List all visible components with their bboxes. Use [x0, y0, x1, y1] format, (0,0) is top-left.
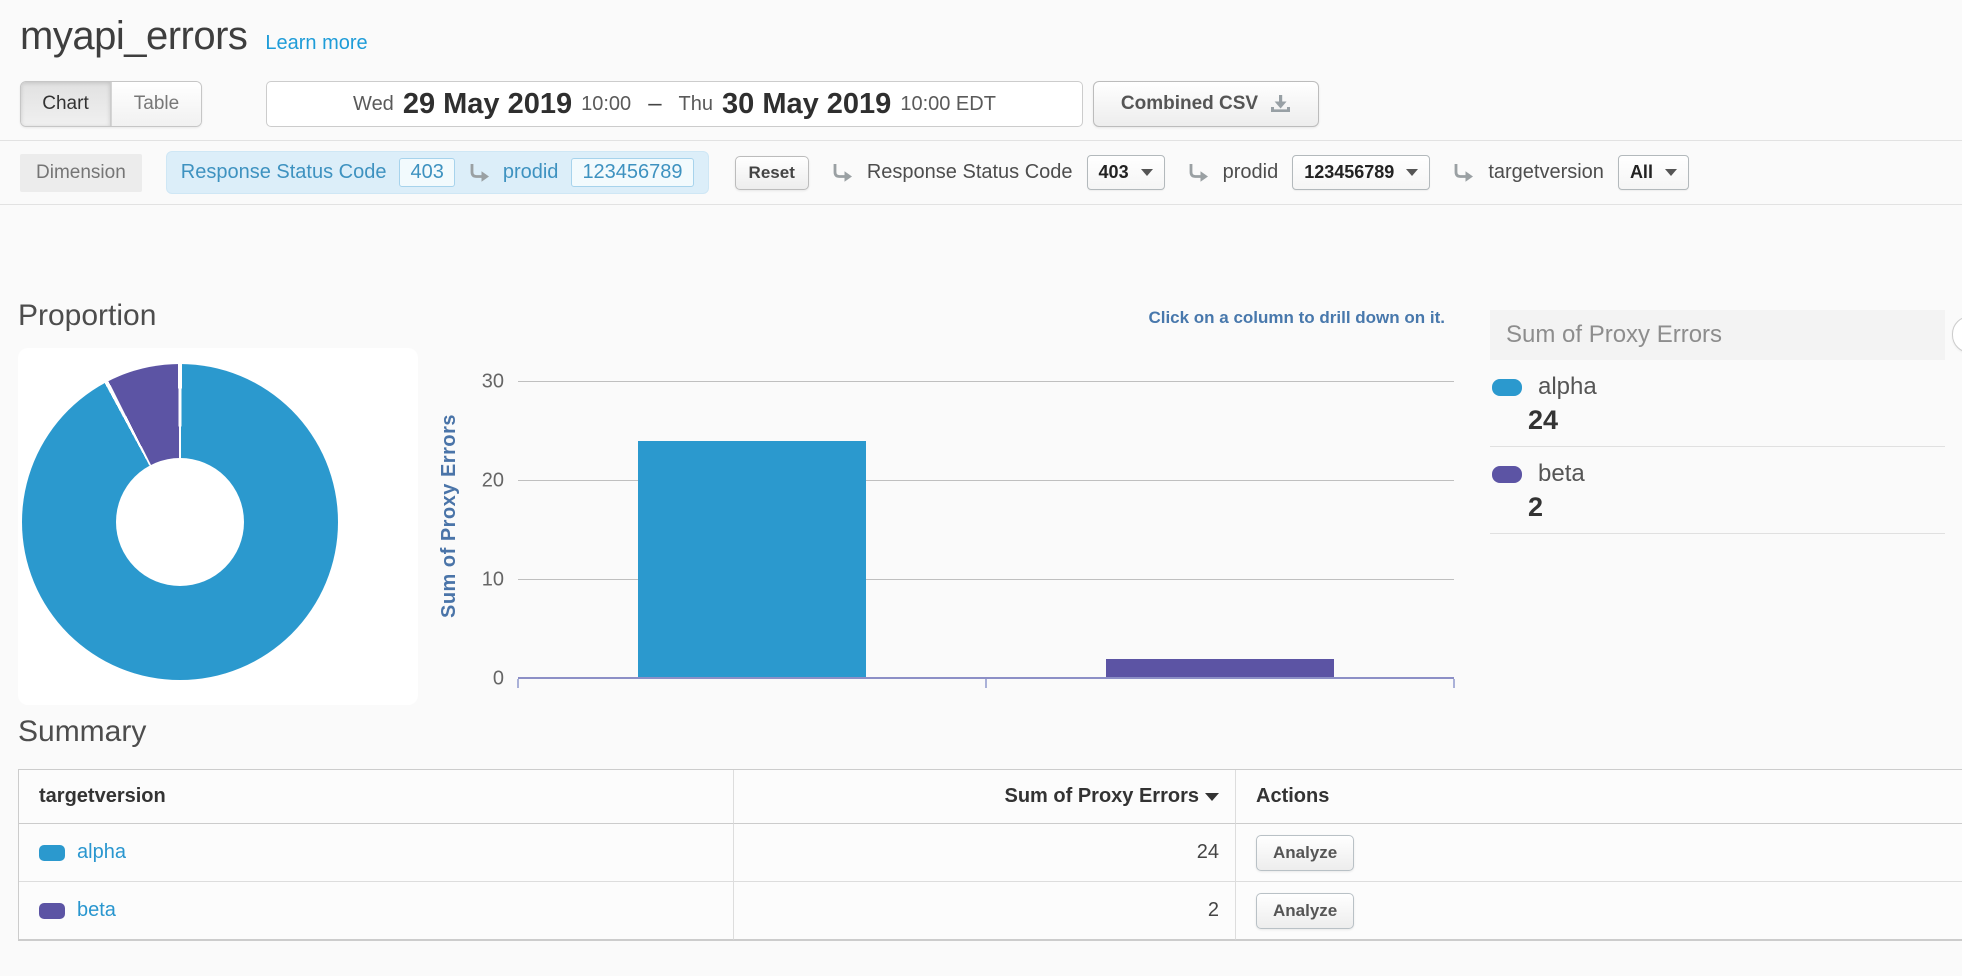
gridline — [518, 381, 1454, 382]
download-icon — [1270, 95, 1291, 114]
sort-descending-icon — [1205, 793, 1219, 801]
column-header-actions: Actions — [1236, 770, 1962, 824]
table-view-button[interactable]: Table — [111, 82, 201, 126]
proportion-title: Proportion — [18, 299, 156, 333]
dimension-selector-group: Response Status Code 403 — [831, 155, 1165, 190]
x-axis-tick — [1453, 679, 1455, 688]
bar-beta[interactable] — [1106, 659, 1334, 679]
drilldown-arrow-icon — [468, 163, 490, 183]
alpha-swatch — [1492, 379, 1522, 396]
summary-table: targetversion Sum of Proxy Errors Action… — [18, 769, 1962, 941]
date-range-separator: – — [648, 90, 661, 118]
y-tick-label: 10 — [482, 568, 504, 591]
start-date: 29 May 2019 — [403, 88, 572, 121]
dimension-label: Dimension — [20, 154, 142, 192]
alpha-swatch — [39, 845, 65, 861]
selector-name: prodid — [1223, 161, 1279, 184]
summary-title: Summary — [18, 715, 1962, 749]
start-day: Wed — [353, 93, 394, 116]
analytics-dashboard: { "colors": { "primary_blue": "#2b99ce",… — [0, 0, 1962, 976]
toolbar: Chart Table Wed 29 May 2019 10:00 – Thu … — [20, 81, 1942, 127]
selector-value: 403 — [1099, 162, 1129, 183]
row-link-alpha[interactable]: alpha — [77, 841, 126, 864]
end-date: 30 May 2019 — [722, 88, 891, 121]
learn-more-link[interactable]: Learn more — [265, 32, 367, 55]
legend-label: beta — [1538, 460, 1585, 488]
end-time: 10:00 EDT — [900, 93, 996, 116]
page-header: myapi_errors Learn more — [0, 0, 1962, 59]
x-axis-tick — [985, 679, 987, 688]
bar-plot: 0102030 — [518, 352, 1454, 679]
donut-hole — [116, 458, 244, 586]
dimension-selector-group: targetversion All — [1452, 155, 1689, 190]
start-time: 10:00 — [581, 93, 631, 116]
y-tick-label: 0 — [493, 668, 504, 691]
breadcrumb-filter-value[interactable]: 403 — [399, 158, 454, 187]
legend-item-beta[interactable]: beta 2 — [1490, 447, 1945, 534]
row-value: 24 — [1197, 841, 1219, 864]
beta-swatch — [39, 903, 65, 919]
dimension-bar: Dimension Response Status Code 403 prodi… — [0, 140, 1962, 205]
combined-csv-label: Combined CSV — [1121, 93, 1258, 115]
end-day: Thu — [679, 93, 713, 116]
breadcrumb-filter-name[interactable]: Response Status Code — [181, 161, 387, 184]
column-header-sum-of-proxy-errors[interactable]: Sum of Proxy Errors — [734, 770, 1236, 824]
row-value: 2 — [1208, 899, 1219, 922]
targetversion-select[interactable]: All — [1618, 155, 1689, 190]
y-axis-label: Sum of Proxy Errors — [438, 352, 461, 679]
y-tick-label: 30 — [482, 370, 504, 393]
chevron-down-icon — [1665, 169, 1677, 176]
page-title: myapi_errors — [20, 14, 247, 59]
reset-button[interactable]: Reset — [735, 156, 809, 190]
drilldown-breadcrumb: Response Status Code 403 prodid 12345678… — [166, 151, 709, 194]
proportion-card — [18, 348, 418, 705]
proportion-donut[interactable] — [22, 364, 338, 680]
chart-view-button[interactable]: Chart — [21, 82, 111, 126]
legend-value: 24 — [1528, 405, 1945, 436]
drilldown-arrow-icon — [1452, 163, 1474, 183]
chart-legend: Sum of Proxy Errors alpha 24 beta 2 — [1490, 310, 1945, 534]
y-tick-label: 20 — [482, 469, 504, 492]
x-axis-baseline — [518, 677, 1454, 679]
selector-value: 123456789 — [1304, 162, 1394, 183]
selector-name: targetversion — [1488, 161, 1604, 184]
breadcrumb-filter-value[interactable]: 123456789 — [571, 158, 693, 187]
drilldown-arrow-icon — [1187, 163, 1209, 183]
legend-item-alpha[interactable]: alpha 24 — [1490, 360, 1945, 447]
date-range-picker[interactable]: Wed 29 May 2019 10:00 – Thu 30 May 2019 … — [266, 81, 1083, 127]
legend-scroll-pill[interactable] — [1952, 316, 1962, 353]
selector-value: All — [1630, 162, 1653, 183]
prodid-select[interactable]: 123456789 — [1292, 155, 1430, 190]
selector-name: Response Status Code — [867, 161, 1073, 184]
legend-value: 2 — [1528, 492, 1945, 523]
legend-title: Sum of Proxy Errors — [1490, 310, 1945, 360]
response-status-code-select[interactable]: 403 — [1087, 155, 1165, 190]
row-link-beta[interactable]: beta — [77, 899, 116, 922]
analyze-button-beta[interactable]: Analyze — [1256, 893, 1354, 929]
view-toggle: Chart Table — [20, 81, 202, 127]
column-header-label: Sum of Proxy Errors — [1004, 785, 1199, 808]
dimension-selector-group: prodid 123456789 — [1187, 155, 1431, 190]
charts-section: Proportion Click on a column to drill do… — [0, 205, 1962, 715]
breadcrumb-filter-name[interactable]: prodid — [503, 161, 559, 184]
column-header-targetversion[interactable]: targetversion — [19, 770, 734, 824]
x-axis-tick — [517, 679, 519, 688]
combined-csv-button[interactable]: Combined CSV — [1093, 81, 1319, 127]
drilldown-hint: Click on a column to drill down on it. — [518, 308, 1445, 328]
chevron-down-icon — [1406, 169, 1418, 176]
beta-swatch — [1492, 466, 1522, 483]
chevron-down-icon — [1141, 169, 1153, 176]
analyze-button-alpha[interactable]: Analyze — [1256, 835, 1354, 871]
drilldown-arrow-icon — [831, 163, 853, 183]
bar-alpha[interactable] — [638, 441, 866, 679]
legend-label: alpha — [1538, 373, 1597, 401]
